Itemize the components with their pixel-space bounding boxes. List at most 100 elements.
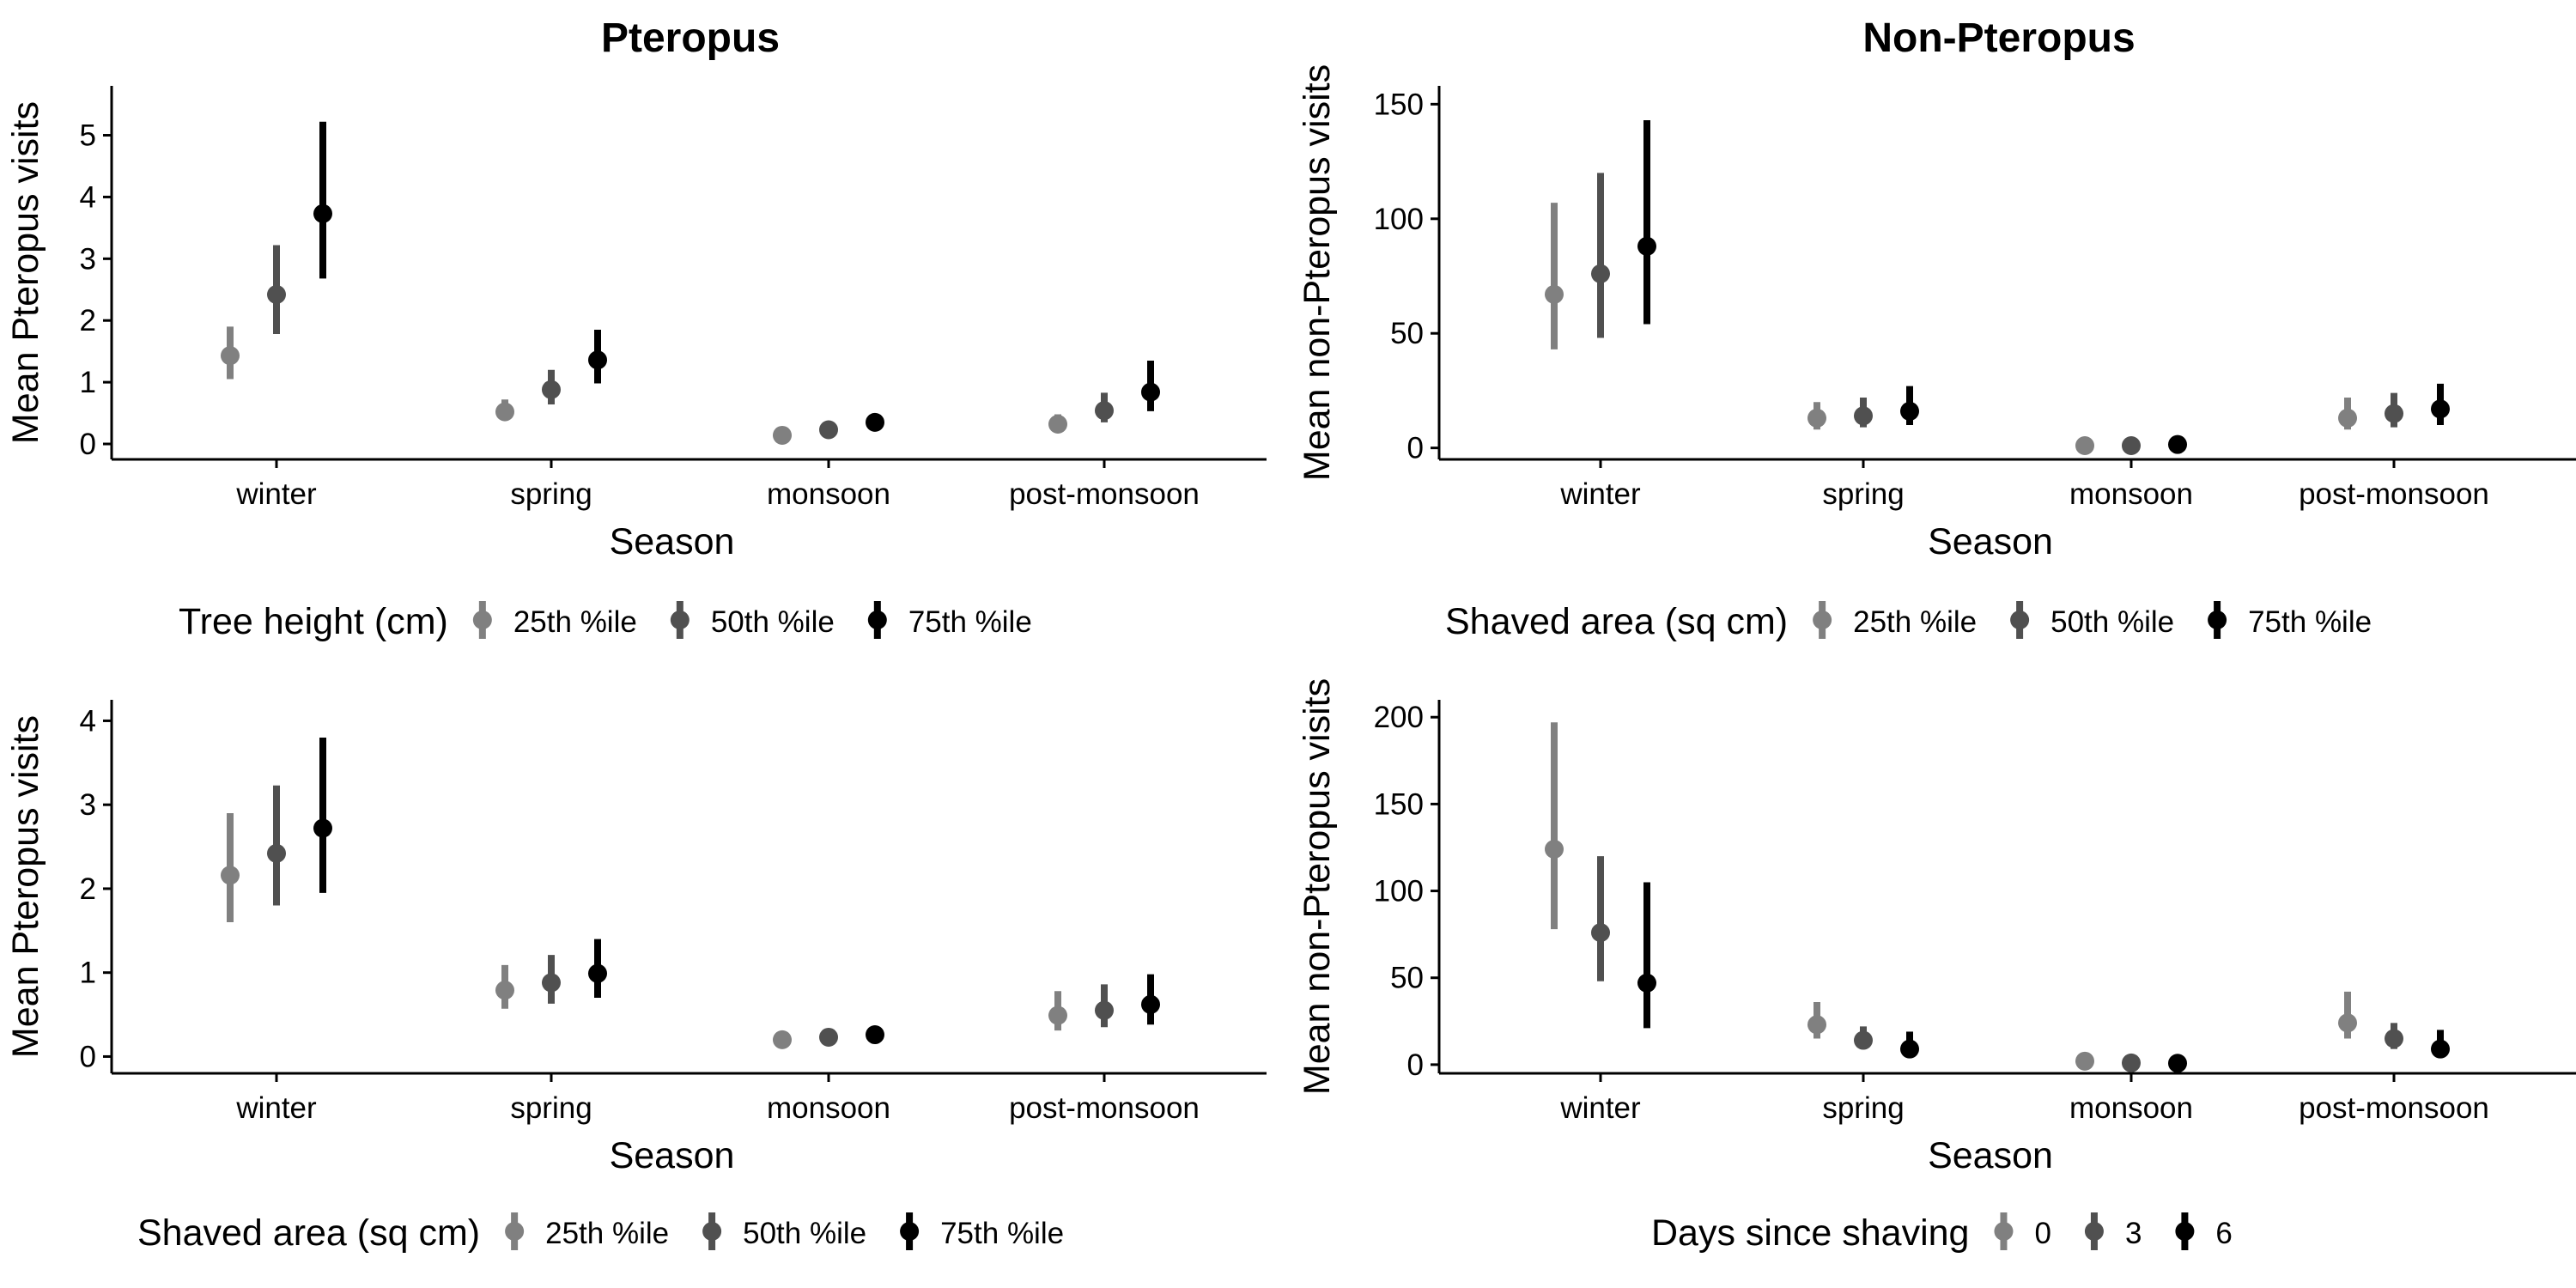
data-point	[1900, 1039, 1919, 1059]
legend-key-point	[472, 611, 492, 629]
legend-label: 25th %ile	[513, 605, 637, 639]
y-axis-title: Mean Pteropus visits	[5, 715, 46, 1058]
data-point	[1141, 994, 1160, 1014]
y-tick-label: 3	[80, 242, 96, 276]
data-point	[1591, 264, 1610, 283]
legend-label: 75th %ile	[940, 1217, 1064, 1250]
x-tick-label-winter: winter	[1559, 477, 1641, 511]
data-point	[773, 425, 792, 445]
x-axis-title: Season	[1928, 1135, 2053, 1176]
data-point	[542, 973, 561, 993]
data-point	[1854, 1030, 1873, 1050]
legend-key-point	[2175, 1222, 2195, 1241]
y-tick-label: 150	[1374, 787, 1424, 821]
data-point	[221, 346, 240, 366]
legend-label: 6	[2215, 1217, 2232, 1250]
y-tick-label: 200	[1374, 701, 1424, 734]
panel-2: 0 50 100 150 winter spring monsoon post-monsoon…	[1297, 64, 2576, 642]
legend-label: 3	[2125, 1217, 2142, 1250]
legend-title: Shaved area (sq cm)	[137, 1212, 480, 1254]
data-point	[866, 412, 884, 432]
x-tick-label-post-monsoon: post-monsoon	[2299, 1091, 2489, 1125]
series-75th-ile	[313, 737, 1160, 1045]
legend: Days since shaving 0 3 6	[1651, 1212, 2233, 1254]
data-point	[2431, 1039, 2450, 1059]
x-axis-title: Season	[1928, 521, 2053, 562]
data-point	[2075, 435, 2094, 455]
y-tick-label: 0	[1407, 432, 1424, 465]
data-point	[495, 981, 514, 1000]
data-point	[2168, 434, 2187, 454]
series-25th-ile	[221, 326, 1067, 445]
legend-key-point	[505, 1222, 525, 1241]
y-tick-label: 50	[1390, 962, 1424, 995]
series-25th-ile	[1545, 203, 2357, 455]
series-6	[1637, 882, 2450, 1073]
legend-key-point	[2010, 611, 2030, 629]
x-tick-label-post-monsoon: post-monsoon	[1009, 477, 1200, 511]
data-point	[1095, 1000, 1114, 1020]
data-point	[267, 843, 286, 863]
x-axis-title: Season	[610, 521, 735, 562]
series-75th-ile	[1637, 120, 2450, 454]
data-point	[313, 818, 332, 838]
data-point	[1807, 408, 1826, 428]
legend-label: 50th %ile	[2050, 605, 2174, 639]
x-tick-label-winter: winter	[235, 1091, 317, 1125]
x-tick-label-monsoon: monsoon	[767, 1091, 890, 1125]
data-point	[313, 204, 332, 223]
y-tick-label: 3	[80, 788, 96, 822]
panel-4: 0 50 100 150 200 winter spring monsoon post-mons…	[1297, 678, 2576, 1254]
legend-label: 25th %ile	[1853, 605, 1977, 639]
legend-label: 25th %ile	[545, 1217, 669, 1250]
legend-label: 75th %ile	[908, 605, 1032, 639]
data-point	[1854, 406, 1873, 426]
data-point	[2075, 1051, 2094, 1071]
y-tick-label: 150	[1374, 88, 1424, 121]
x-tick-label-spring: spring	[1822, 477, 1904, 511]
legend-label: 0	[2034, 1217, 2050, 1250]
legend-key-point	[2208, 611, 2227, 629]
series-75th-ile	[313, 121, 1160, 432]
data-point	[1637, 236, 1656, 256]
y-tick-label: 1	[80, 957, 96, 990]
x-tick-label-spring: spring	[510, 1091, 592, 1125]
data-point	[1095, 401, 1114, 421]
panel-1: 0 1 2 3 4 5 winter spring monsoon post-monsoon Sea…	[5, 86, 1267, 642]
data-point	[819, 420, 838, 440]
x-tick-label-monsoon: monsoon	[2069, 477, 2193, 511]
x-tick-label-monsoon: monsoon	[767, 477, 890, 511]
data-point	[773, 1030, 792, 1049]
y-axis-title: Mean non-Pteropus visits	[1297, 64, 1338, 481]
y-tick-label: 4	[80, 704, 96, 738]
data-point	[1900, 401, 1919, 421]
column-title-pteropus: Pteropus	[601, 15, 780, 61]
legend-key-point	[867, 611, 887, 629]
data-point	[221, 866, 240, 885]
series-25th-ile	[221, 812, 1067, 1049]
y-tick-label: 4	[80, 180, 96, 214]
data-point	[866, 1025, 884, 1045]
data-point	[2338, 1013, 2357, 1033]
panels-container: 0 1 2 3 4 5 winter spring monsoon post-monsoon Sea…	[5, 64, 2576, 1254]
data-point	[1545, 840, 1564, 859]
column-title-non-pteropus: Non-Pteropus	[1862, 15, 2135, 61]
legend-title: Days since shaving	[1651, 1212, 1969, 1254]
data-point	[588, 350, 607, 370]
series-50th-ile	[1591, 173, 2403, 455]
data-point	[1048, 1005, 1067, 1025]
series-50th-ile	[267, 785, 1114, 1047]
legend: Tree height (cm) 25th %ile 50th %ile 75th %…	[179, 601, 1032, 642]
data-point	[2431, 399, 2450, 419]
x-tick-label-monsoon: monsoon	[2069, 1091, 2193, 1125]
data-point	[1807, 1015, 1826, 1035]
x-tick-label-spring: spring	[510, 477, 592, 511]
data-point	[2122, 1053, 2141, 1072]
x-tick-label-spring: spring	[1822, 1091, 1904, 1125]
data-point	[588, 963, 607, 983]
data-point	[495, 402, 514, 422]
y-axis-title: Mean non-Pteropus visits	[1297, 678, 1338, 1095]
legend-key-point	[2084, 1222, 2104, 1241]
y-tick-label: 100	[1374, 875, 1424, 908]
y-tick-label: 0	[80, 428, 96, 461]
